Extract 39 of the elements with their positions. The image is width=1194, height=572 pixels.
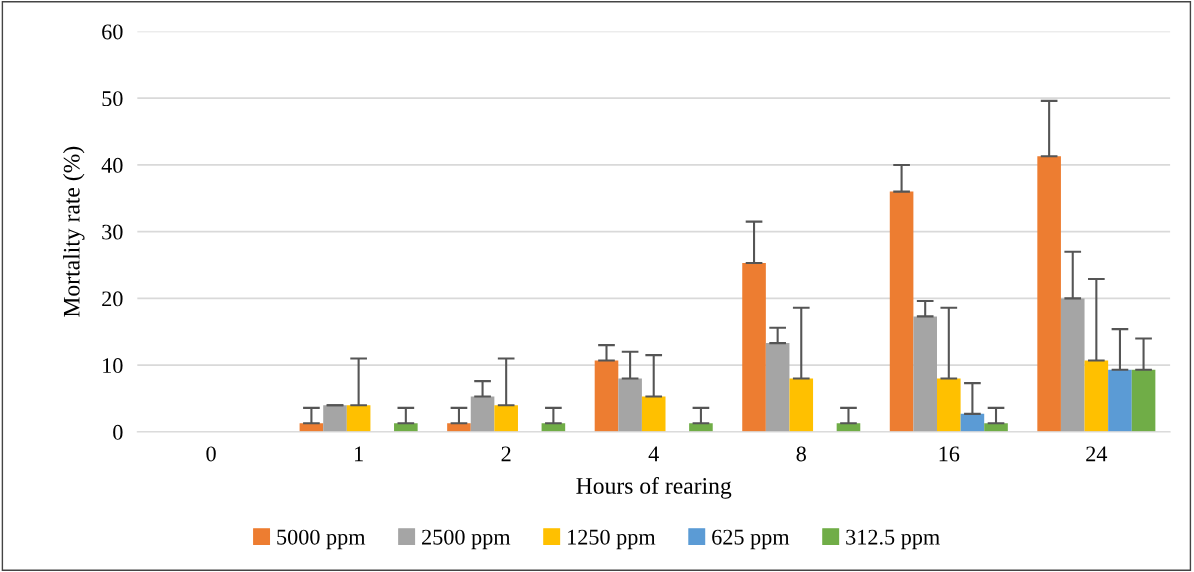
bar bbox=[1108, 369, 1132, 432]
y-tick-label: 0 bbox=[113, 424, 123, 440]
x-tick-label: 4 bbox=[648, 446, 659, 462]
y-tick-label: 60 bbox=[102, 24, 123, 40]
bar bbox=[494, 405, 518, 432]
bar bbox=[641, 396, 666, 432]
legend-label: 312.5 ppm bbox=[846, 529, 940, 550]
bar bbox=[1037, 156, 1061, 432]
bar bbox=[742, 263, 766, 432]
x-tick-label: 24 bbox=[1086, 446, 1108, 462]
bar bbox=[789, 378, 814, 432]
bar bbox=[323, 405, 347, 432]
y-tick-label: 30 bbox=[102, 224, 123, 240]
bar bbox=[346, 405, 371, 432]
x-tick-label: 16 bbox=[939, 446, 960, 462]
bar bbox=[1060, 298, 1085, 432]
legend-label: 2500 ppm bbox=[422, 529, 511, 550]
y-tick-label: 10 bbox=[103, 358, 123, 374]
x-tick-label: 2 bbox=[501, 446, 511, 462]
bar bbox=[913, 316, 937, 432]
legend-label: 5000 ppm bbox=[277, 529, 366, 550]
bar bbox=[889, 191, 914, 432]
bar bbox=[618, 378, 642, 432]
bar bbox=[1084, 360, 1109, 432]
x-tick-label: 0 bbox=[206, 446, 216, 462]
y-tick-label: 50 bbox=[102, 91, 123, 107]
y-tick-label: 40 bbox=[101, 157, 123, 173]
bar bbox=[937, 378, 961, 432]
x-axis-title: Hours of rearing bbox=[576, 477, 732, 499]
y-axis-title: Mortality rate (%) bbox=[63, 146, 85, 317]
x-tick-label: 8 bbox=[796, 446, 806, 462]
bar bbox=[470, 396, 495, 432]
x-tick-label: 1 bbox=[355, 446, 363, 462]
legend-label: 625 ppm bbox=[712, 529, 790, 550]
legend-label: 1250 ppm bbox=[568, 529, 656, 550]
y-tick-label: 20 bbox=[102, 291, 123, 307]
bar bbox=[765, 343, 790, 432]
bar bbox=[1131, 369, 1156, 432]
bar bbox=[594, 360, 619, 432]
